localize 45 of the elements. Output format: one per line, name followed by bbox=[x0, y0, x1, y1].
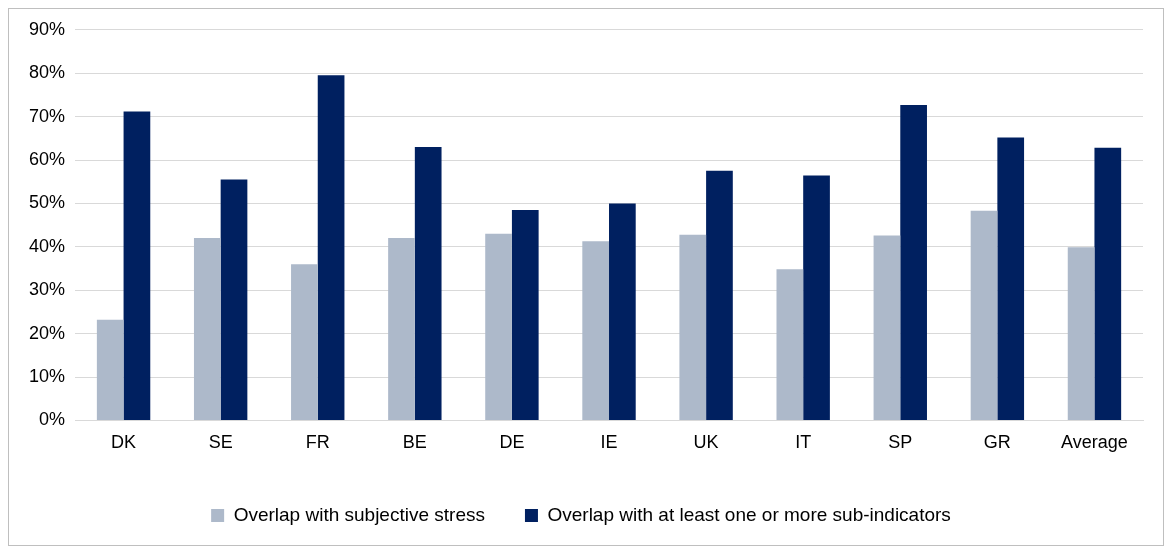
bar bbox=[193, 238, 221, 420]
bar bbox=[414, 146, 442, 420]
bar bbox=[609, 203, 636, 420]
x-tick-label: DE bbox=[499, 432, 525, 453]
y-tick-label: 60% bbox=[29, 148, 66, 169]
x-tick-label: DK bbox=[111, 432, 137, 453]
bar bbox=[776, 269, 804, 420]
x-tick-label: BE bbox=[402, 432, 427, 453]
bar bbox=[123, 111, 151, 420]
x-tick-label: IT bbox=[795, 432, 812, 453]
bar bbox=[511, 209, 539, 420]
bar bbox=[970, 210, 998, 420]
bar bbox=[803, 175, 830, 420]
x-tick-label: FR bbox=[305, 432, 330, 453]
bar bbox=[900, 104, 927, 420]
x-tick-label: UK bbox=[693, 432, 719, 453]
bar bbox=[1094, 147, 1122, 420]
bar bbox=[317, 75, 345, 420]
y-tick-label: 0% bbox=[39, 409, 66, 430]
y-tick-label: 10% bbox=[29, 365, 66, 386]
bar bbox=[220, 179, 248, 420]
x-tick-label: IE bbox=[600, 432, 618, 453]
bar bbox=[582, 241, 610, 420]
y-tick-label: 80% bbox=[29, 62, 66, 83]
bar bbox=[388, 238, 415, 420]
bar bbox=[1067, 247, 1095, 420]
y-tick-label: 40% bbox=[29, 235, 66, 256]
legend-label: Overlap with at least one or more sub-indicators bbox=[547, 503, 951, 525]
bar bbox=[291, 264, 318, 420]
bar bbox=[706, 170, 733, 420]
y-tick-label: 50% bbox=[29, 192, 66, 213]
bar bbox=[997, 137, 1025, 420]
y-tick-label: 20% bbox=[29, 322, 66, 343]
x-tick-label: GR bbox=[983, 432, 1011, 453]
bar bbox=[96, 319, 124, 420]
bar bbox=[873, 235, 901, 420]
bar bbox=[485, 233, 512, 420]
x-tick-label: SP bbox=[888, 432, 913, 453]
y-tick-label: 30% bbox=[29, 279, 66, 300]
y-tick-label: 90% bbox=[29, 18, 66, 39]
y-tick-label: 70% bbox=[29, 105, 66, 126]
x-tick-label: SE bbox=[208, 432, 233, 453]
legend-label: Overlap with subjective stress bbox=[233, 503, 485, 525]
bar bbox=[679, 234, 707, 420]
x-tick-label: Average bbox=[1061, 432, 1128, 453]
